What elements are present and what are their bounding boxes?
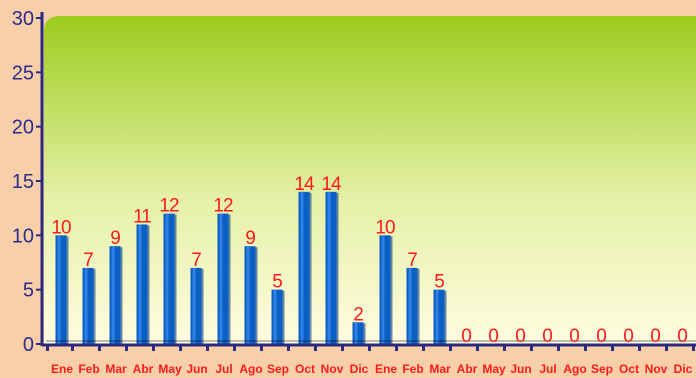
bar	[190, 267, 202, 344]
bar-highlight	[192, 267, 196, 344]
data-label: 7	[83, 250, 93, 271]
data-label: 9	[110, 228, 120, 249]
data-label: 0	[623, 326, 633, 347]
category-label: Sep	[267, 362, 289, 376]
category-label: Feb	[402, 362, 423, 376]
category-label: Dic	[350, 362, 369, 376]
bar-highlight	[354, 322, 358, 344]
data-label: 0	[542, 326, 552, 347]
y-tick-label: 0	[23, 334, 34, 356]
data-label: 2	[353, 304, 363, 325]
category-label: Dic	[674, 362, 693, 376]
data-label: 12	[213, 196, 233, 217]
bar-highlight	[300, 191, 304, 344]
bar	[325, 191, 337, 344]
bar	[82, 267, 94, 344]
bar-highlight	[165, 213, 169, 344]
data-label: 0	[677, 326, 687, 347]
data-label: 5	[434, 272, 444, 293]
category-label: Abr	[133, 362, 154, 376]
bar	[217, 213, 229, 344]
axes	[40, 12, 696, 347]
bar-highlight	[435, 289, 439, 344]
data-label: 10	[51, 217, 71, 238]
category-label: Ene	[51, 362, 73, 376]
data-label: 11	[133, 206, 151, 227]
data-label: 7	[407, 250, 417, 271]
data-label: 0	[515, 326, 525, 347]
y-tick-label: 25	[12, 62, 34, 84]
bar-highlight	[273, 289, 277, 344]
bar	[109, 246, 121, 344]
y-tick-label: 15	[12, 171, 34, 193]
bar	[406, 267, 418, 344]
bar	[55, 235, 67, 344]
data-label: 7	[191, 250, 201, 271]
bar	[352, 322, 364, 344]
category-label: Jul	[539, 362, 556, 376]
category-label: Oct	[295, 362, 315, 376]
category-label: Jun	[510, 362, 531, 376]
category-label: Nov	[321, 362, 344, 376]
category-label: May	[158, 362, 182, 376]
category-label: Mar	[105, 362, 127, 376]
bar-highlight	[138, 224, 142, 344]
bar-highlight	[246, 246, 250, 344]
category-label: Ago	[563, 362, 586, 376]
data-label: 0	[596, 326, 606, 347]
data-label: 0	[488, 326, 498, 347]
category-label: Feb	[78, 362, 99, 376]
data-label: 14	[294, 174, 315, 195]
y-tick-label: 20	[12, 117, 34, 139]
data-label: 14	[321, 174, 342, 195]
category-label: Ene	[375, 362, 397, 376]
bars	[55, 191, 447, 344]
data-label: 0	[461, 326, 471, 347]
bar-highlight	[219, 213, 223, 344]
category-label: Oct	[619, 362, 639, 376]
data-label: 12	[159, 196, 179, 217]
bar	[298, 191, 310, 344]
plot-area	[44, 16, 696, 344]
category-label: Abr	[457, 362, 478, 376]
bar	[136, 224, 148, 344]
bar-highlight	[381, 235, 385, 344]
category-label: Nov	[645, 362, 668, 376]
bar	[379, 235, 391, 344]
data-label: 5	[272, 272, 282, 293]
bar-highlight	[327, 191, 331, 344]
bar-highlight	[84, 267, 88, 344]
data-label: 0	[569, 326, 579, 347]
data-label: 0	[650, 326, 660, 347]
bar-highlight	[408, 267, 412, 344]
category-label: Mar	[429, 362, 451, 376]
y-axis-ticks: 0 5 10 15 20 25 30	[12, 8, 42, 356]
category-label: May	[482, 362, 506, 376]
bar-highlight	[57, 235, 61, 344]
y-tick-label: 10	[12, 225, 34, 247]
y-tick-label: 5	[23, 280, 34, 302]
bar	[271, 289, 283, 344]
y-tick-label: 30	[12, 8, 34, 30]
data-label: 10	[375, 217, 395, 238]
category-label: Sep	[591, 362, 613, 376]
bar-highlight	[111, 246, 115, 344]
data-label: 9	[245, 228, 255, 249]
category-label: Jul	[215, 362, 232, 376]
category-label: Jun	[186, 362, 207, 376]
bar	[433, 289, 445, 344]
bar	[163, 213, 175, 344]
category-label: Ago	[239, 362, 262, 376]
category-labels: Ene Feb Mar Abr May Jun Jul Ago Sep Oct Nov Dic Ene F…	[51, 362, 693, 376]
bar	[244, 246, 256, 344]
